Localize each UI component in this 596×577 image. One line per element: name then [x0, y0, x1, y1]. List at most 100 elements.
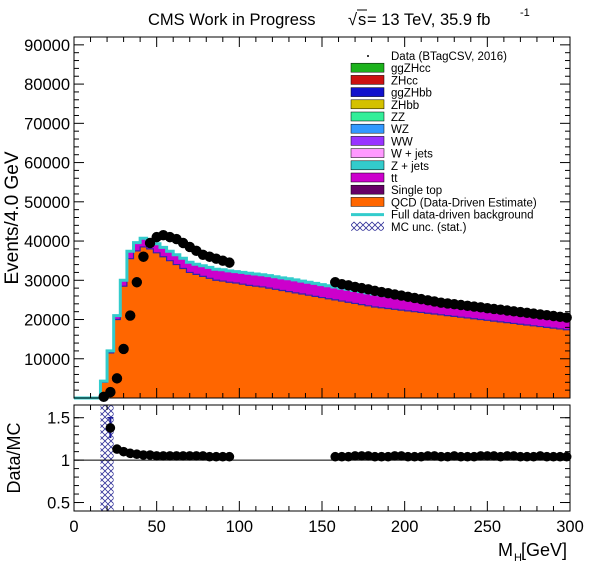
energy-sqrt: √ [348, 11, 358, 29]
data-point [138, 251, 149, 262]
y-tick-label: 30000 [24, 272, 70, 290]
main-plot [74, 229, 572, 403]
ratio-point [105, 423, 116, 433]
x-tick-label: 50 [147, 518, 165, 536]
header-label: CMS Work in Progress [148, 11, 315, 29]
qcd-fill [74, 246, 570, 398]
ratio-point [224, 451, 235, 462]
ratio-point [389, 451, 400, 461]
ratio-point [158, 451, 169, 461]
ratio-point [370, 451, 380, 462]
ratio-point [542, 451, 552, 462]
ratio-point [204, 451, 215, 462]
y-tick-label: 60000 [24, 155, 70, 173]
ratio-point [337, 451, 347, 462]
legend-marker [367, 55, 369, 57]
y-tick-label: 50000 [24, 194, 70, 212]
x-tick-label: 150 [308, 518, 336, 536]
ratio-point [515, 451, 526, 462]
data-point [125, 310, 136, 321]
legend-label: ggZHbb [391, 88, 432, 100]
legend-swatch [350, 172, 385, 183]
legend-label: Z + jets [391, 161, 429, 173]
ratio-y-axis-label: Data/MC [4, 422, 24, 493]
x-tick-label: 300 [556, 518, 584, 536]
data-point [105, 386, 116, 398]
legend-swatch [350, 160, 385, 171]
legend-label: ZHbb [391, 100, 419, 112]
legend: Data (BTagCSV, 2016)ggZHccZHccggZHbbZHbb… [350, 51, 537, 234]
legend-swatch [350, 136, 385, 146]
ratio-point [555, 451, 565, 462]
ratio-point [356, 451, 367, 461]
ratio-point [482, 451, 493, 461]
ratio-plot [74, 405, 572, 511]
x-axis-label-sub: H [514, 552, 522, 564]
x-axis-label-unit: [GeV] [521, 540, 567, 560]
unc-band [100, 405, 108, 511]
legend-label: Full data-driven background [391, 210, 534, 222]
ratio-point [462, 451, 473, 462]
data-point [561, 312, 572, 323]
ratio-y-axis: 0.5 1 1.5 [47, 410, 570, 513]
ratio-point [138, 450, 149, 460]
energy-text: = 13 TeV, 35.9 fb [367, 11, 490, 29]
legend-label: ZZ [391, 112, 405, 124]
ratio-point [211, 451, 221, 462]
legend-swatch [350, 75, 385, 85]
ratio-point [423, 451, 433, 461]
ratio-point [376, 451, 387, 462]
legend-label: Single top [391, 185, 442, 197]
ratio-y-tick-label: 1 [61, 452, 70, 470]
y-tick-label: 70000 [24, 115, 70, 133]
legend-swatch [350, 148, 385, 158]
main-y-axis-label: Events/4.0 GeV [2, 151, 23, 284]
data-point [111, 373, 123, 384]
y-tick-label: 10000 [24, 351, 70, 369]
data-point [224, 257, 235, 268]
legend-swatch [350, 184, 385, 195]
legend-swatch-hatch [351, 221, 384, 231]
energy-s: s [358, 11, 366, 29]
legend-label: ggZHcc [391, 63, 431, 75]
data-point [131, 277, 143, 288]
legend-swatch [350, 111, 385, 122]
y-tick-label: 80000 [24, 76, 70, 94]
ratio-point [184, 451, 195, 461]
legend-swatch [350, 123, 385, 134]
data-point [118, 343, 129, 355]
qcd-edge-line [74, 246, 570, 399]
x-tick-label: 0 [69, 518, 78, 536]
ratio-point [502, 451, 512, 461]
main-y-axis: 10000 20000 30000 40000 50000 60000 70000 80000… [24, 37, 571, 398]
y-tick-label: 40000 [24, 233, 70, 251]
ratio-point [330, 451, 341, 462]
ratio-point [178, 451, 188, 461]
legend-label: Data (BTagCSV, 2016) [391, 51, 507, 63]
unc-band [107, 405, 114, 511]
ratio-point [475, 451, 486, 461]
ratio-y-tick-label: 0.5 [47, 495, 70, 513]
legend-swatch [350, 197, 385, 207]
x-tick-label: 250 [474, 518, 502, 536]
legend-label: QCD (Data-Driven Estimate) [391, 197, 537, 209]
y-tick-label: 20000 [24, 312, 70, 330]
x-tick-label: 100 [226, 518, 254, 536]
ratio-y-tick-label: 1.5 [47, 410, 70, 428]
ratio-point [456, 451, 466, 462]
legend-swatch [350, 62, 385, 73]
ratio-point [561, 451, 572, 462]
legend-label: W + jets [391, 149, 433, 161]
ratio-point [403, 451, 413, 462]
ratio-point [151, 451, 162, 461]
ratio-point [548, 451, 559, 462]
ratio-point [165, 451, 175, 461]
y-tick-label: 90000 [24, 37, 70, 55]
ratio-point [436, 451, 446, 462]
legend-label: WZ [391, 124, 409, 136]
ratio-point [218, 451, 228, 462]
legend-swatch [350, 87, 385, 97]
legend-label: ZHcc [391, 75, 418, 87]
